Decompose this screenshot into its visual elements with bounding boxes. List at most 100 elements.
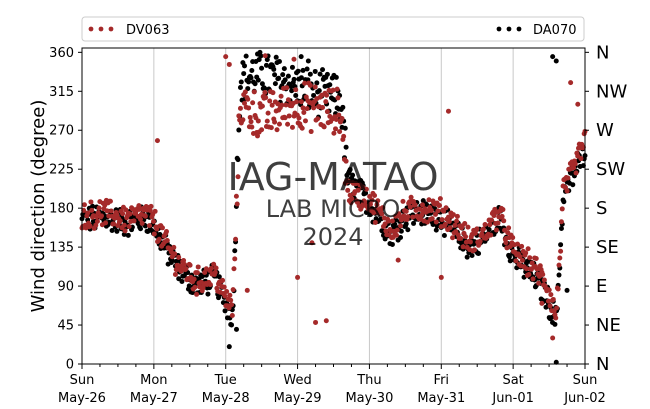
data-point-da070 [570, 182, 576, 188]
data-point-dv063 [441, 208, 447, 214]
data-point-dv063 [445, 108, 451, 114]
data-point-dv063 [274, 127, 280, 133]
data-point-dv063 [330, 87, 336, 93]
data-point-dv063 [558, 219, 564, 225]
data-point-dv063 [278, 93, 284, 99]
data-point-dv063 [575, 101, 581, 107]
data-point-dv063 [568, 80, 574, 86]
legend-item-dv063: DV063 [88, 23, 170, 38]
data-point-dv063 [221, 284, 227, 290]
data-point-dv063 [393, 232, 399, 238]
data-point-da070 [272, 81, 278, 87]
data-point-da070 [246, 79, 252, 85]
data-point-dv063 [517, 254, 523, 260]
data-point-dv063 [286, 113, 292, 119]
data-point-dv063 [233, 236, 239, 242]
data-point-dv063 [539, 300, 545, 306]
data-point-dv063 [433, 219, 439, 225]
data-point-da070 [282, 77, 288, 83]
data-point-dv063 [187, 262, 193, 268]
data-point-dv063 [296, 115, 302, 121]
data-point-dv063 [525, 246, 531, 252]
data-point-dv063 [95, 210, 101, 216]
data-point-dv063 [491, 213, 497, 219]
data-point-dv063 [117, 218, 123, 224]
data-point-dv063 [487, 222, 493, 228]
data-point-da070 [233, 326, 239, 332]
data-point-da070 [405, 227, 411, 233]
data-point-dv063 [500, 207, 506, 213]
data-point-da070 [248, 75, 254, 81]
data-point-dv063 [407, 204, 413, 210]
data-point-da070 [561, 199, 567, 205]
data-point-dv063 [337, 129, 343, 135]
data-point-da070 [291, 76, 297, 82]
data-point-dv063 [294, 99, 300, 105]
data-point-dv063 [159, 225, 165, 231]
data-point-dv063 [264, 118, 270, 124]
x-tick-label-date: May-29 [274, 391, 322, 406]
data-point-dv063 [235, 174, 241, 180]
data-point-dv063 [236, 113, 242, 119]
data-point-dv063 [127, 211, 133, 217]
data-point-dv063 [112, 215, 117, 221]
data-point-da070 [389, 241, 395, 247]
data-point-da070 [441, 233, 447, 238]
data-point-da070 [564, 287, 570, 293]
data-point-dv063 [208, 266, 214, 272]
legend-label-da070: DA070 [533, 23, 577, 38]
data-point-da070 [235, 157, 241, 163]
data-point-dv063 [437, 196, 443, 202]
data-point-dv063 [408, 194, 414, 200]
data-point-da070 [281, 66, 287, 72]
y-tick-label: 270 [49, 124, 74, 139]
plot-frame [81, 47, 586, 365]
data-point-da070 [307, 71, 313, 77]
data-point-da070 [222, 308, 228, 314]
legend-marker-dot [108, 26, 114, 32]
data-point-da070 [288, 84, 294, 89]
data-point-dv063 [333, 117, 339, 123]
data-point-dv063 [85, 210, 91, 216]
data-point-dv063 [556, 262, 562, 268]
data-point-dv063 [334, 86, 340, 92]
data-point-dv063 [435, 208, 441, 214]
data-point-da070 [259, 81, 265, 87]
data-point-da070 [229, 322, 235, 328]
data-point-dv063 [506, 225, 512, 231]
x-tick-label-weekday: Sun [70, 373, 95, 388]
data-point-dv063 [553, 315, 559, 321]
data-point-da070 [507, 258, 513, 264]
data-point-dv063 [270, 90, 276, 96]
data-point-dv063 [519, 257, 525, 263]
data-point-dv063 [412, 202, 418, 208]
data-point-da070 [245, 86, 251, 92]
data-point-da070 [285, 73, 291, 79]
data-point-da070 [343, 144, 349, 150]
data-point-dv063 [343, 158, 349, 164]
data-point-dv063 [207, 282, 213, 288]
x-tick-label-weekday: Sat [502, 373, 523, 388]
data-point-da070 [276, 59, 282, 65]
data-point-da070 [486, 227, 492, 233]
data-point-da070 [232, 248, 238, 254]
data-point-da070 [293, 92, 299, 98]
data-point-dv063 [151, 219, 157, 225]
y-tick-label: 360 [49, 46, 74, 61]
data-point-dv063 [229, 312, 235, 318]
data-point-dv063 [489, 217, 495, 223]
data-point-dv063 [452, 222, 458, 228]
data-point-dv063 [335, 95, 341, 101]
data-point-dv063 [510, 235, 516, 241]
data-point-dv063 [251, 89, 257, 95]
data-point-dv063 [250, 100, 256, 106]
data-point-dv063 [424, 219, 430, 225]
data-point-dv063 [546, 287, 552, 293]
data-point-dv063 [367, 194, 373, 200]
data-point-dv063 [465, 224, 471, 230]
x-tick-label-weekday: Thu [356, 373, 381, 388]
data-point-dv063 [550, 296, 556, 302]
data-point-da070 [298, 54, 304, 60]
data-point-da070 [114, 228, 120, 234]
